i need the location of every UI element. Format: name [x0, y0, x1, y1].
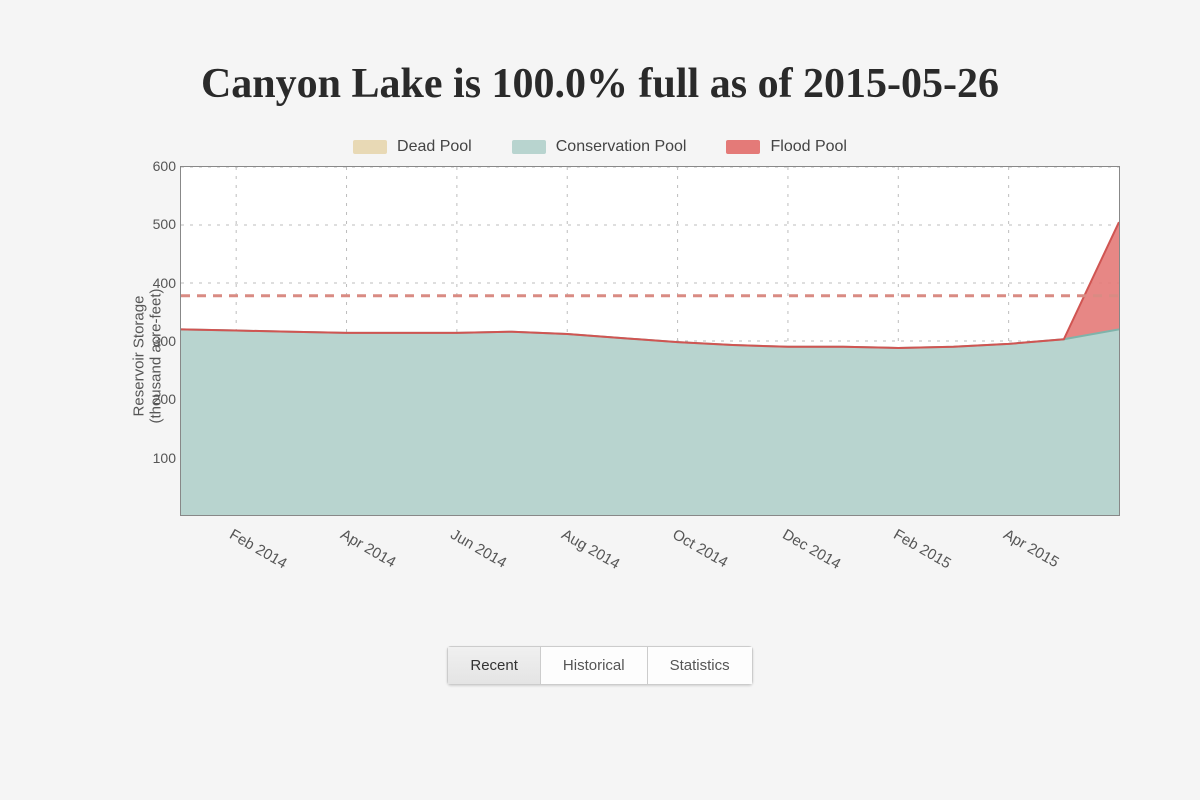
x-tick: Feb 2015 [890, 526, 953, 572]
y-tick: 200 [153, 391, 176, 407]
y-tick: 600 [153, 158, 176, 174]
legend-label: Conservation Pool [556, 138, 687, 156]
y-axis-ticks: 100200300400500600 [140, 166, 180, 516]
x-tick: Dec 2014 [780, 526, 844, 573]
tab-statistics[interactable]: Statistics [648, 646, 753, 685]
tab-historical[interactable]: Historical [541, 646, 648, 685]
x-tick: Aug 2014 [559, 526, 623, 573]
legend-item-conservation-pool: Conservation Pool [512, 138, 687, 156]
chart-plot-area [180, 166, 1120, 516]
view-tabs: RecentHistoricalStatistics [80, 646, 1120, 685]
x-axis-ticks: Feb 2014 Apr 2014 Jun 2014 Aug 2014 Oct 2014… [180, 526, 1120, 596]
tab-recent[interactable]: Recent [447, 646, 541, 685]
conservation-pool-swatch [512, 140, 546, 154]
x-tick: Feb 2014 [227, 526, 290, 572]
legend-item-dead-pool: Dead Pool [353, 138, 472, 156]
legend-label: Flood Pool [770, 138, 847, 156]
legend-label: Dead Pool [397, 138, 472, 156]
x-tick: Oct 2014 [669, 526, 730, 571]
y-tick: 100 [153, 450, 176, 466]
reservoir-storage-chart: Reservoir Storage (thousand acre-feet) 1… [110, 166, 1120, 546]
y-tick: 400 [153, 275, 176, 291]
x-tick: Jun 2014 [448, 526, 510, 572]
flood-pool-swatch [726, 140, 760, 154]
x-tick: Apr 2015 [1001, 526, 1062, 571]
legend-item-flood-pool: Flood Pool [726, 138, 847, 156]
chart-legend: Dead Pool Conservation Pool Flood Pool [80, 138, 1120, 156]
dead-pool-swatch [353, 140, 387, 154]
y-tick: 300 [153, 333, 176, 349]
y-tick: 500 [153, 216, 176, 232]
page-title: Canyon Lake is 100.0% full as of 2015-05… [80, 60, 1120, 108]
x-tick: Apr 2014 [337, 526, 398, 571]
